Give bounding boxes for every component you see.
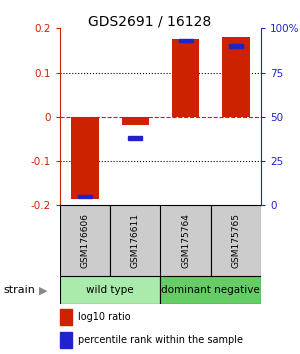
Text: ▶: ▶ [39, 285, 47, 295]
Bar [128, 136, 142, 140]
Text: dominant negative: dominant negative [161, 285, 260, 295]
Text: GDS2691 / 16128: GDS2691 / 16128 [88, 14, 212, 28]
Bar [110, 205, 160, 276]
Bar [60, 205, 110, 276]
Bar [160, 276, 261, 304]
Bar [172, 39, 200, 117]
Text: GSM176611: GSM176611 [131, 213, 140, 268]
Bar [60, 276, 160, 304]
Bar [229, 44, 243, 48]
Bar [60, 309, 72, 325]
Text: percentile rank within the sample: percentile rank within the sample [78, 335, 243, 345]
Text: GSM175765: GSM175765 [231, 213, 240, 268]
Bar [60, 332, 72, 348]
Bar [78, 195, 92, 198]
Bar [211, 205, 261, 276]
Text: log10 ratio: log10 ratio [78, 312, 130, 322]
Text: strain: strain [3, 285, 35, 295]
Bar [71, 117, 99, 199]
Text: wild type: wild type [86, 285, 134, 295]
Text: GSM175764: GSM175764 [181, 213, 190, 268]
Bar [160, 205, 211, 276]
Bar [222, 37, 250, 117]
Bar [122, 117, 149, 125]
Bar [179, 39, 193, 42]
Text: GSM176606: GSM176606 [81, 213, 90, 268]
